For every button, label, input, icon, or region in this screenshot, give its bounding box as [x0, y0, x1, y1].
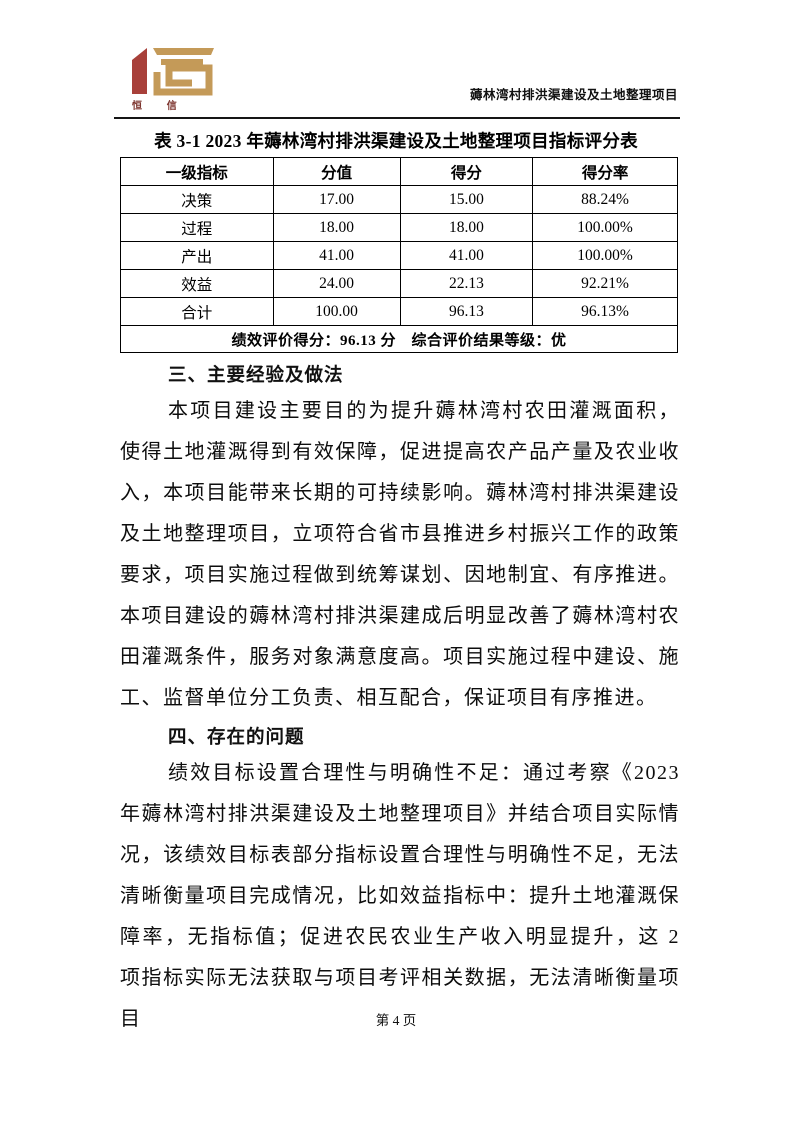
table-cell: 96.13	[399, 297, 534, 326]
table-cell: 15.00	[399, 185, 534, 214]
table-caption: 表 3-1 2023 年薅林湾村排洪渠建设及土地整理项目指标评分表	[154, 131, 638, 151]
header-project-title: 薅林湾村排洪渠建设及土地整理项目	[469, 88, 678, 102]
column-header-score-rate: 得分率	[532, 157, 678, 186]
page-footer: 第 4 页	[0, 1009, 792, 1029]
section-heading-experience: 三、主要经验及做法	[168, 364, 344, 385]
table-row-total: 合计 100.00 96.13 96.13%	[120, 297, 678, 326]
table-cell: 100.00	[272, 297, 401, 326]
column-header-score: 得分	[399, 157, 534, 186]
header-divider-line	[114, 117, 680, 119]
table-cell: 41.00	[272, 241, 401, 270]
hengxin-logo-icon	[132, 48, 214, 96]
section-paragraph-problems: 绩效目标设置合理性与明确性不足：通过考察《2023 年薅林湾村排洪渠建设及土地整…	[120, 762, 680, 1030]
table-row-process: 过程 18.00 18.00 100.00%	[120, 213, 678, 242]
table-cell: 效益	[120, 269, 274, 298]
section-paragraph-experience: 本项目建设主要目的为提升薅林湾村农田灌溉面积，使得土地灌溉得到有效保障，促进提高…	[120, 400, 680, 709]
column-header-indicator: 一级指标	[120, 157, 274, 186]
table-cell: 100.00%	[532, 241, 678, 270]
section-heading-problems: 四、存在的问题	[168, 726, 305, 747]
logo-text: 恒 信	[132, 101, 188, 112]
document-header: 恒 信 薅林湾村排洪渠建设及土地整理项目	[0, 0, 792, 117]
company-logo: 恒 信	[118, 44, 218, 112]
column-header-points: 分值	[272, 157, 401, 186]
table-cell: 100.00%	[532, 213, 678, 242]
table-summary-text: 绩效评价得分：96.13 分 综合评价结果等级：优	[120, 325, 678, 353]
table-cell: 17.00	[272, 185, 401, 214]
table-row-output: 产出 41.00 41.00 100.00%	[120, 241, 678, 270]
section-experience: 三、主要经验及做法 本项目建设主要目的为提升薅林湾村农田灌溉面积，使得土地灌溉得…	[0, 363, 792, 719]
section-problems: 四、存在的问题 绩效目标设置合理性与明确性不足：通过考察《2023 年薅林湾村排…	[0, 725, 792, 1040]
table-cell: 88.24%	[532, 185, 678, 214]
table-cell: 产出	[120, 241, 274, 270]
table-cell: 24.00	[272, 269, 401, 298]
table-cell: 41.00	[399, 241, 534, 270]
score-table: 一级指标 分值 得分 得分率 决策 17.00 15.00 88.24% 过程 …	[120, 157, 678, 353]
table-row-decision: 决策 17.00 15.00 88.24%	[120, 185, 678, 214]
table-row-benefit: 效益 24.00 22.13 92.21%	[120, 269, 678, 298]
table-cell: 过程	[120, 213, 274, 242]
table-cell: 96.13%	[532, 297, 678, 326]
table-cell: 18.00	[399, 213, 534, 242]
table-cell: 22.13	[399, 269, 534, 298]
page-number: 第 4 页	[375, 1013, 417, 1028]
table-cell: 合计	[120, 297, 274, 326]
table-header-row: 一级指标 分值 得分 得分率	[120, 157, 678, 186]
table-summary-row: 绩效评价得分：96.13 分 综合评价结果等级：优	[120, 325, 678, 353]
table-cell: 92.21%	[532, 269, 678, 298]
table-cell: 18.00	[272, 213, 401, 242]
table-cell: 决策	[120, 185, 274, 214]
